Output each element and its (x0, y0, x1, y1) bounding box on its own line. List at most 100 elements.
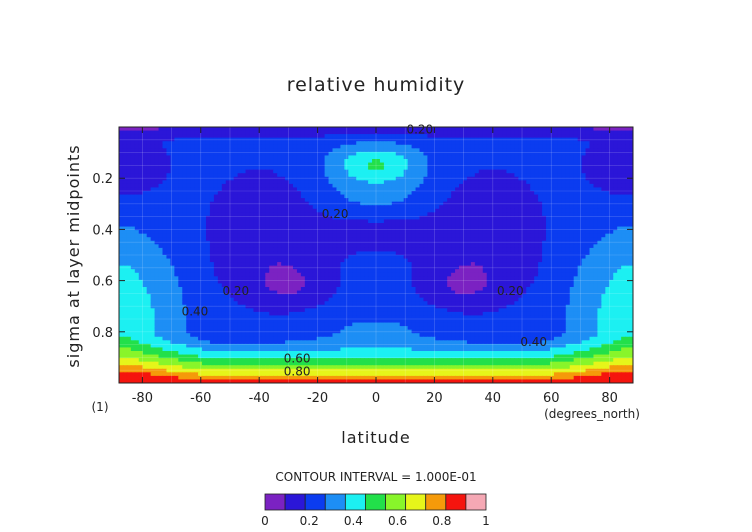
contour-cell (202, 212, 207, 217)
contour-cell (605, 155, 610, 160)
contour-cell (324, 155, 330, 160)
contour-cell (289, 233, 294, 238)
contour-cell (419, 201, 425, 206)
contour-cell (546, 230, 551, 235)
contour-cell (245, 247, 251, 253)
contour-cell (344, 219, 349, 224)
contour-cell (423, 205, 428, 210)
contour-cell (368, 251, 373, 256)
contour-cell (474, 205, 480, 210)
contour-cell (561, 198, 567, 203)
contour-cell (277, 223, 282, 228)
contour-cell (253, 212, 258, 217)
contour-cell (629, 141, 633, 146)
contour-cell (316, 134, 322, 139)
contour-cell (415, 169, 421, 174)
contour-cell (522, 144, 527, 149)
contour-cell (605, 148, 610, 153)
contour-cell (411, 237, 417, 242)
contour-cell (518, 258, 523, 263)
contour-cell (451, 169, 456, 174)
contour-cell (423, 144, 428, 149)
contour-cell (609, 258, 614, 263)
contour-cell (245, 208, 251, 213)
contour-cell (336, 212, 342, 217)
contour-cell (411, 208, 417, 213)
contour-cell (261, 148, 266, 153)
contour-cell (202, 255, 207, 260)
contour-cell (126, 247, 132, 253)
contour-cell (273, 176, 278, 181)
contour-cell (411, 223, 417, 228)
contour-cell (150, 230, 156, 235)
contour-cell (451, 194, 456, 199)
contour-cell (194, 134, 199, 139)
contour-cell (482, 255, 488, 260)
contour-cell (621, 130, 626, 135)
contour-cell (621, 194, 626, 199)
contour-cell (130, 141, 136, 146)
contour-cell (126, 258, 132, 263)
contour-cell (534, 159, 539, 164)
contour-cell (589, 169, 595, 174)
contour-cell (126, 144, 132, 149)
contour-cell (344, 148, 349, 153)
contour-cell (194, 205, 199, 210)
contour-cell (542, 148, 547, 153)
contour-cell (383, 251, 389, 256)
contour-cell (162, 247, 168, 253)
contour-cell (368, 244, 373, 249)
contour-cell (391, 226, 397, 231)
contour-cell (466, 219, 472, 224)
contour-cell (498, 226, 504, 231)
contour-cell (316, 237, 322, 242)
contour-cell (395, 230, 401, 235)
contour-cell (593, 194, 599, 199)
contour-cell (213, 240, 219, 245)
contour-cell (332, 173, 338, 178)
contour-cell (122, 137, 128, 142)
contour-cell (186, 233, 191, 238)
contour-cell (122, 148, 128, 153)
contour-cell (119, 155, 124, 160)
contour-cell (312, 144, 318, 149)
contour-cell (542, 151, 547, 157)
contour-cell (217, 201, 223, 206)
contour-cell (368, 183, 373, 189)
contour-cell (245, 226, 251, 231)
contour-cell (285, 223, 290, 228)
contour-cell (253, 255, 258, 260)
contour-cell (348, 166, 353, 171)
contour-cell (356, 240, 361, 245)
contour-cell (597, 166, 602, 171)
contour-cell (229, 255, 235, 260)
contour-cell (308, 169, 314, 174)
contour-cell (387, 183, 393, 189)
contour-cell (138, 215, 144, 221)
contour-cell (122, 255, 128, 260)
contour-cell (399, 255, 405, 260)
contour-cell (186, 251, 191, 256)
contour-cell (462, 215, 468, 221)
contour-cell (455, 198, 460, 203)
contour-cell (526, 212, 531, 217)
contour-cell (166, 201, 171, 206)
contour-cell (178, 187, 183, 192)
contour-cell (490, 251, 496, 256)
contour-cell (502, 255, 508, 260)
contour-cell (522, 240, 527, 245)
contour-cell (285, 183, 290, 189)
contour-cell (328, 148, 334, 153)
contour-cell (573, 219, 579, 224)
contour-cell (312, 134, 318, 139)
contour-cell (316, 198, 322, 203)
contour-cell (273, 237, 278, 242)
contour-cell (352, 127, 357, 132)
contour-cell (585, 219, 591, 224)
contour-cell (312, 130, 318, 135)
contour-cell (178, 180, 183, 185)
contour-cell (546, 144, 551, 149)
contour-cell (119, 141, 124, 146)
contour-cell (490, 198, 496, 203)
contour-cell (387, 201, 393, 206)
